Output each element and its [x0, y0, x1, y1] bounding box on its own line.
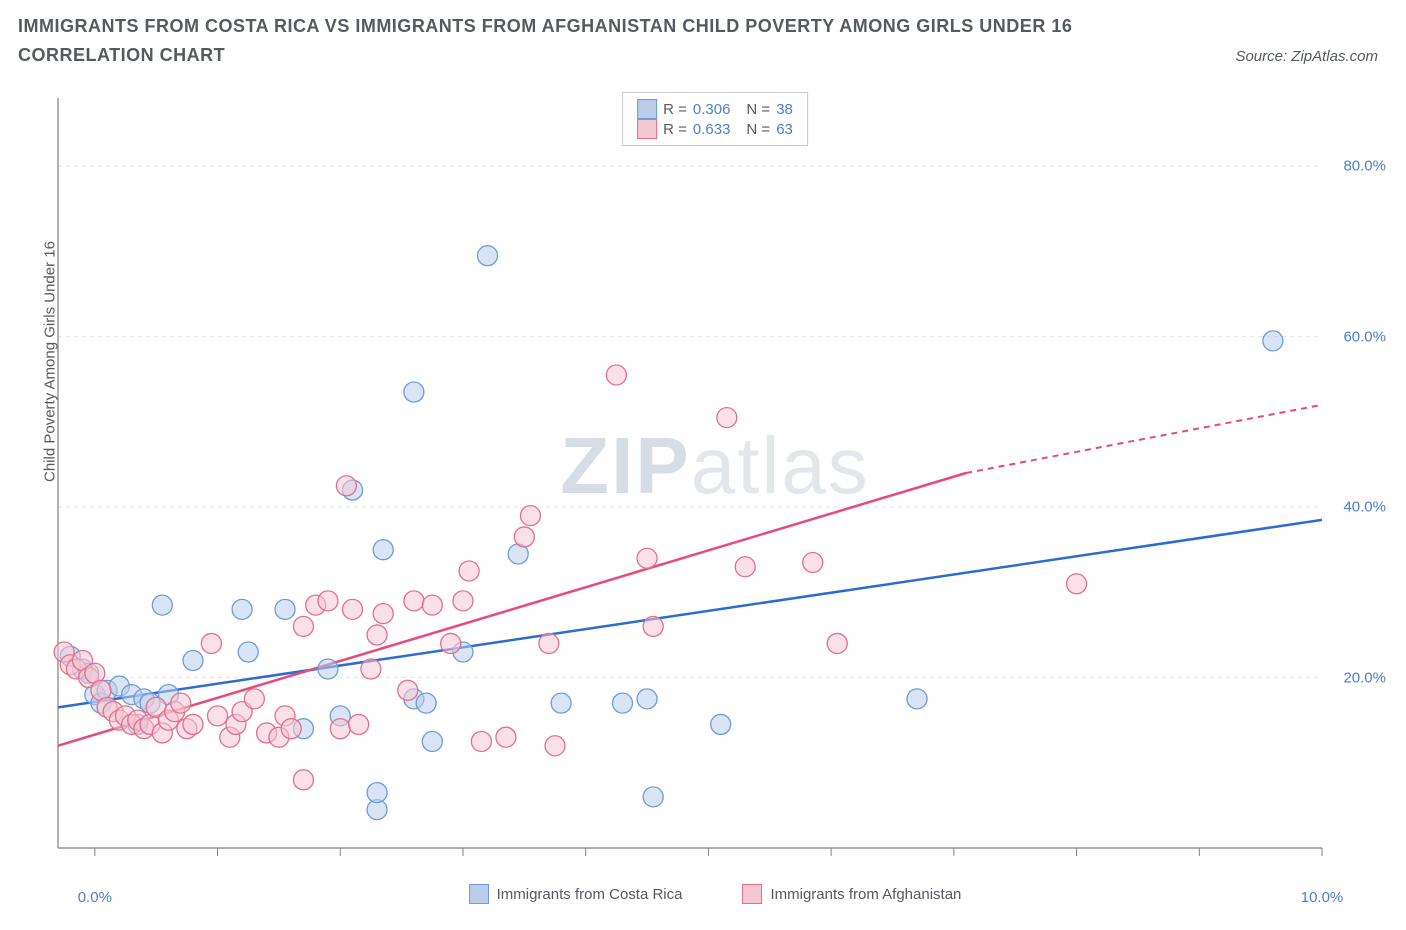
chart-title: IMMIGRANTS FROM COSTA RICA VS IMMIGRANTS… [18, 12, 1128, 70]
chart-area: Child Poverty Among Girls Under 16 ZIPat… [46, 92, 1384, 872]
legend-series-item: Immigrants from Costa Rica [469, 884, 683, 904]
legend-stats: R =0.306N =38R =0.633N =63 [622, 92, 808, 146]
y-tick: 80.0% [1343, 158, 1386, 175]
y-tick: 20.0% [1343, 669, 1386, 686]
y-tick: 40.0% [1343, 499, 1386, 516]
scatter-chart [46, 92, 1384, 872]
y-tick: 60.0% [1343, 328, 1386, 345]
legend-stat-row: R =0.633N =63 [637, 119, 793, 139]
legend-stat-row: R =0.306N =38 [637, 99, 793, 119]
legend-series-item: Immigrants from Afghanistan [742, 884, 961, 904]
source-label: Source: ZipAtlas.com [1235, 48, 1378, 65]
legend-series: Immigrants from Costa Rica Immigrants fro… [46, 884, 1384, 904]
